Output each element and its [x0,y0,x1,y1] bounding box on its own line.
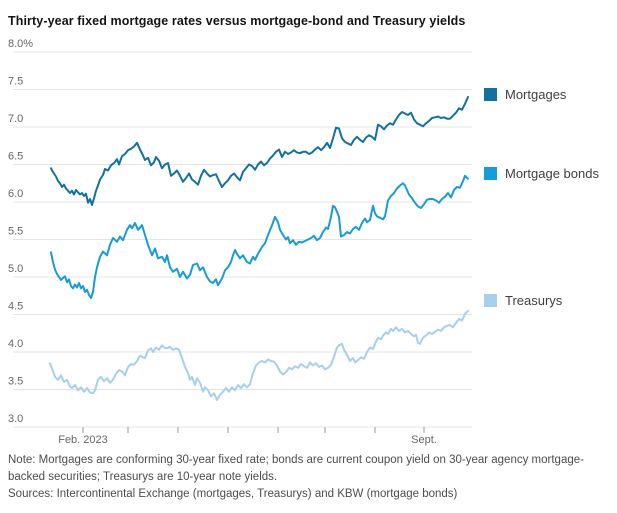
chart-title: Thirty-year fixed mortgage rates versus … [8,14,466,29]
y-axis-label: 5.5 [8,226,23,238]
y-axis-label: 8.0% [8,38,33,50]
y-axis-label: 4.0 [8,338,23,350]
legend-label-mortgages: Mortgages [505,87,567,102]
x-axis-label: Sept. [411,434,437,446]
y-axis-label: 4.5 [8,301,23,313]
legend-label-treasurys: Treasurys [505,293,563,308]
series-line-treasurys [49,309,469,401]
chart-footer: Note: Mortgages are conforming 30-year f… [8,452,608,503]
legend-item-mortgages: Mortgages [484,87,566,102]
y-axis-label: 3.0 [8,413,23,425]
legend-label-mortgage-bonds: Mortgage bonds [505,166,599,181]
y-axis-label: 7.0 [8,113,23,125]
chart-sources: Sources: Intercontinental Exchange (mort… [8,488,458,500]
chart-svg: 8.0% 7.5 7.0 6.5 6.0 5.5 5.0 4.5 4.0 3.5 3.0 Feb. 2… [8,38,472,446]
legend-swatch-treasurys [484,294,497,307]
x-axis-label: Feb. 2023 [58,434,108,446]
legend-swatch-mortgages [484,88,497,101]
series-line-mortgage-bonds [50,174,469,299]
y-axis-label: 6.5 [8,151,23,163]
legend-item-treasurys: Treasurys [484,293,562,308]
y-axis-label: 5.0 [8,263,23,275]
y-axis-label: 3.5 [8,376,23,388]
y-axis-label: 7.5 [8,76,23,88]
y-axis-label: 6.0 [8,188,23,200]
series-line-mortgages [50,96,469,206]
chart-note: Note: Mortgages are conforming 30-year f… [8,454,584,483]
legend-item-mortgage-bonds: Mortgage bonds [484,166,599,181]
legend-swatch-mortgage-bonds [484,167,497,180]
